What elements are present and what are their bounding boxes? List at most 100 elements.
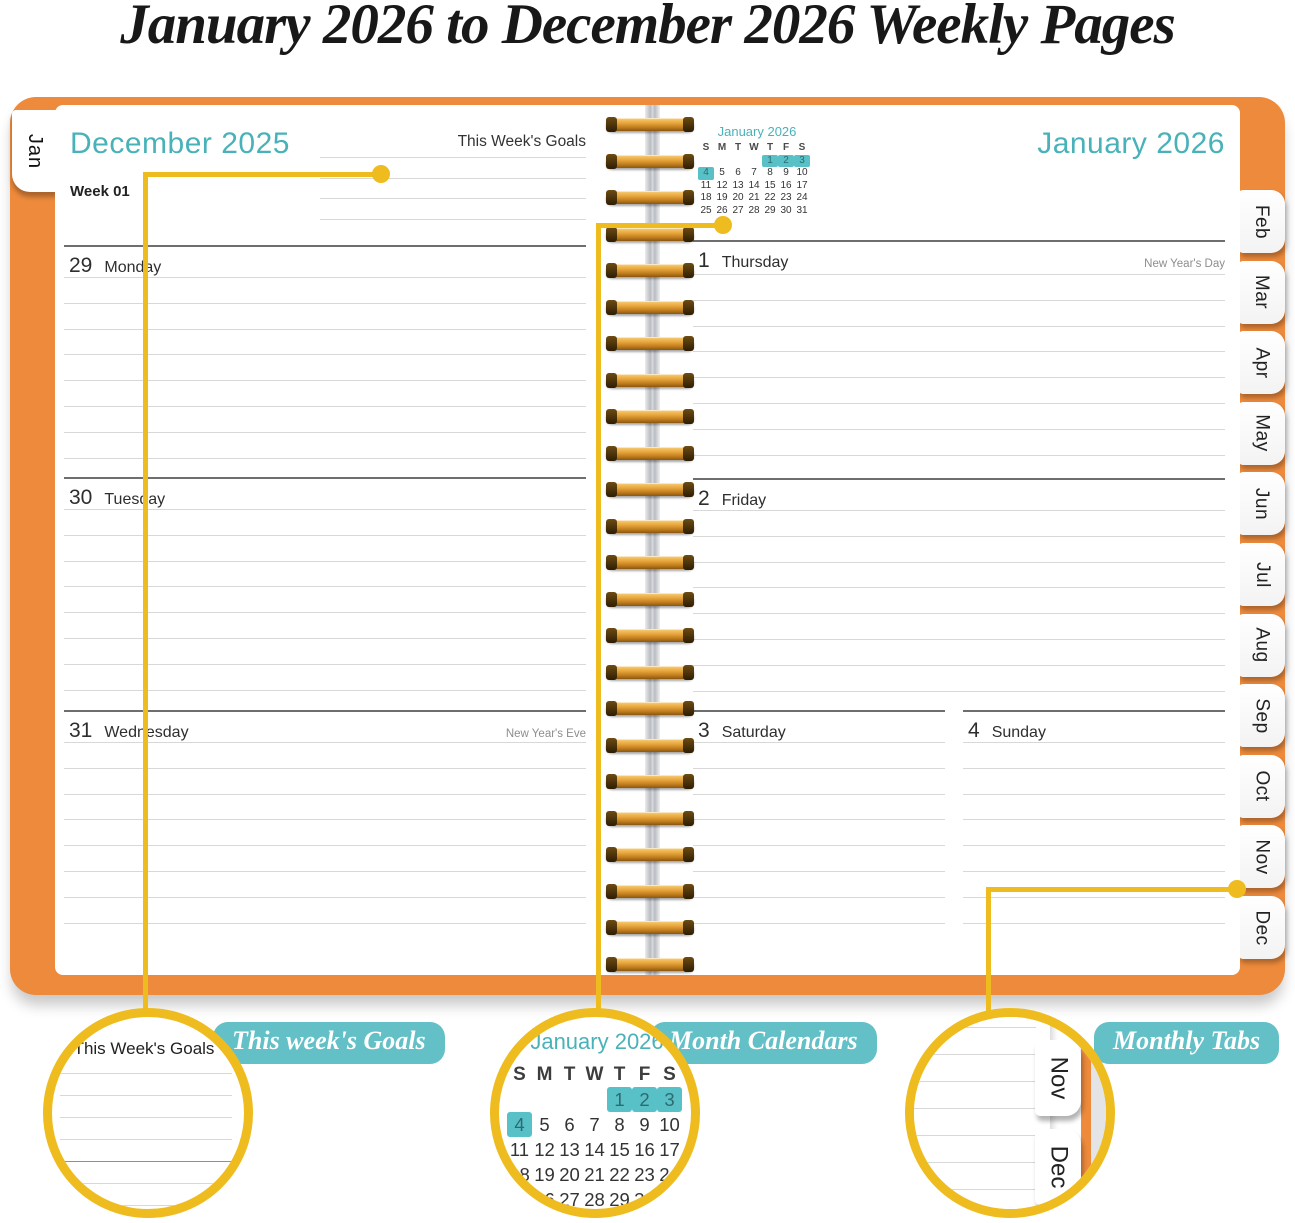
spiral-coil: [606, 153, 694, 169]
spiral-coil: [606, 847, 694, 862]
spiral-coil: [606, 664, 694, 680]
calendar-day: 14: [748, 179, 760, 191]
calendar-day: 5: [719, 167, 725, 178]
spiral-coil: [606, 628, 694, 643]
spiral-binding: [606, 97, 694, 995]
ruled-line: [60, 1161, 232, 1162]
ruled-line: [693, 454, 1225, 456]
calendar-weekday: T: [734, 142, 742, 153]
goals-heading: This Week's Goals: [457, 133, 586, 150]
ruled-lines: [963, 742, 1225, 948]
ruled-line: [64, 663, 586, 665]
mini-month-calendar: January 2026 S M T W T F S 1 2 3 4 5 6 7 8 9 10 11 12 13 14 15…: [698, 124, 816, 217]
spiral-coil: [606, 299, 694, 315]
calendar-day: 29: [609, 1189, 630, 1210]
calendar-day: 24: [659, 1164, 680, 1185]
calendar-day: 14: [584, 1139, 605, 1160]
day-number: 31: [69, 719, 93, 742]
month-tab-label: Feb: [1251, 204, 1273, 239]
calendar-day: [582, 1087, 607, 1112]
calendar-day-highlighted: 2: [778, 154, 794, 167]
calendar-day-highlighted: 3: [794, 154, 810, 167]
calendar-day: 23: [634, 1164, 655, 1185]
spiral-coil: [606, 555, 694, 570]
ruled-line: [64, 637, 586, 639]
month-tab-label: Dec: [1251, 909, 1273, 946]
week-label: Week 01: [70, 183, 130, 200]
day-panel-saturday: 3 Saturday: [693, 710, 945, 938]
month-tab-label: Oct: [1251, 770, 1273, 802]
calendar-day: 21: [748, 192, 760, 203]
calendar-day: 20: [559, 1164, 580, 1185]
calendar-day: 28: [584, 1189, 605, 1210]
ruled-line: [693, 587, 1225, 589]
callout-dot-goals: [372, 165, 390, 183]
magnified-page-edge: [914, 1017, 1050, 1209]
ruled-lines: [64, 277, 586, 483]
day-header: 3 Saturday: [693, 712, 945, 743]
month-tab-may: May: [1238, 401, 1285, 465]
calendar-day: [507, 1087, 532, 1112]
calendar-week-row: 25 26 27 28 29 30 31: [507, 1187, 687, 1210]
ruled-line: [64, 328, 586, 330]
left-month-title: December 2025: [70, 127, 290, 160]
ruled-line: [963, 896, 1225, 898]
day-name: Tuesday: [104, 491, 166, 508]
ruled-line: [693, 299, 1225, 301]
calendar-day: 31: [659, 1189, 680, 1210]
ruled-line: [693, 819, 945, 821]
calendar-day: 30: [634, 1189, 655, 1210]
feature-label-goals: This week's Goals: [213, 1022, 445, 1064]
calendar-day: 9: [639, 1114, 650, 1135]
calendar-day: 8: [614, 1114, 625, 1135]
magnified-goals-heading: This Week's Goals: [73, 1039, 215, 1058]
ruled-line: [64, 586, 586, 588]
day-number: 30: [69, 486, 93, 509]
spiral-coil: [606, 701, 694, 716]
ruled-line: [64, 870, 586, 872]
day-name: Thursday: [721, 254, 789, 271]
ruled-line: [64, 509, 586, 510]
ruled-line: [693, 922, 945, 924]
calendar-day: 17: [659, 1139, 680, 1160]
ruled-line: [64, 354, 586, 356]
ruled-line: [693, 690, 1225, 692]
calendar-day: 17: [796, 179, 808, 191]
day-header: 2 Friday: [693, 480, 1225, 511]
ruled-line: [64, 431, 586, 433]
ruled-line: [64, 560, 586, 562]
ruled-line: [60, 1205, 232, 1206]
calendar-week-row: 11 12 13 14 15 16 17: [507, 1137, 687, 1162]
ruled-line: [64, 689, 586, 691]
spiral-coil: [606, 774, 694, 789]
ruled-line: [693, 896, 945, 898]
month-tab-label: Sep: [1251, 698, 1273, 734]
magnified-ruled-lines: [914, 1027, 1036, 1209]
calendar-weekday: T: [766, 142, 774, 153]
ruled-line: [963, 819, 1225, 821]
calendar-weekday: S: [513, 1064, 526, 1085]
ruled-line: [693, 402, 1225, 404]
spiral-coil: [606, 737, 694, 753]
ruled-line: [64, 380, 586, 382]
day-panel-friday: 2 Friday: [693, 478, 1225, 710]
calendar-day: 24: [796, 192, 808, 203]
day-name: Monday: [104, 259, 162, 276]
month-tab-jun: Jun: [1238, 472, 1285, 536]
day-header: 30 Tuesday: [64, 479, 586, 510]
ruled-line: [320, 198, 586, 199]
ruled-line: [64, 302, 586, 304]
calendar-day: 7: [589, 1114, 600, 1135]
calendar-day: 21: [584, 1164, 605, 1185]
calendar-day: 18: [509, 1164, 530, 1185]
ruled-line: [64, 922, 586, 924]
magnified-tab-nov-label: Nov: [1045, 1056, 1072, 1100]
calendar-day: 22: [609, 1164, 630, 1185]
calendar-day: 23: [780, 192, 792, 203]
ruled-line: [693, 870, 945, 872]
ruled-line: [64, 767, 586, 769]
callout-line-calendar-v: [596, 223, 601, 1014]
calendar-weekday: T: [613, 1064, 626, 1085]
ruled-line: [693, 325, 1225, 327]
